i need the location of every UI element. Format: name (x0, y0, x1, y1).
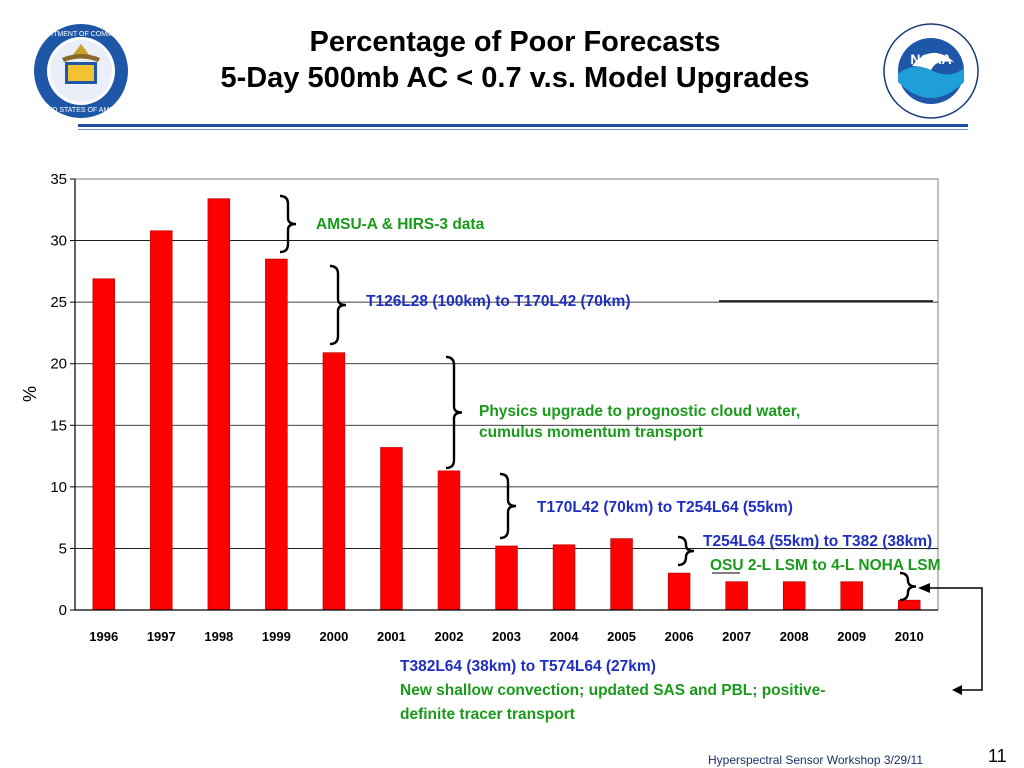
x-tick-label: 2007 (722, 629, 751, 644)
footer-text: Hyperspectral Sensor Workshop 3/29/11 (708, 753, 923, 767)
x-tick-label: 2008 (780, 629, 809, 644)
y-tick-label: 10 (50, 479, 67, 496)
x-tick-label: 2006 (665, 629, 694, 644)
brace-physics (445, 355, 463, 470)
annotation-t170: T170L42 (70km) to T254L64 (55km) (537, 499, 793, 516)
x-tick-label: 1999 (262, 629, 291, 644)
y-tick-label: 5 (59, 540, 67, 557)
bar-2008 (782, 581, 806, 611)
x-tick-label: 2009 (837, 629, 866, 644)
bar-2000 (322, 352, 346, 611)
bar-2007 (725, 581, 748, 611)
annotation-t254: T254L64 (55km) to T382 (38km) (703, 533, 933, 550)
y-tick-label: 15 (50, 417, 67, 434)
annotation-physics-1: Physics upgrade to prognostic cloud wate… (479, 403, 801, 420)
annotation-layer (279, 194, 983, 695)
bar-2003 (495, 545, 518, 611)
x-tick-label: 2000 (319, 629, 348, 644)
x-tick-label: 2003 (492, 629, 521, 644)
annotation-amsu: AMSU-A & HIRS-3 data (316, 216, 485, 233)
bar-2001 (380, 447, 403, 611)
bar-2010 (898, 599, 921, 611)
brace-t254 (677, 535, 695, 567)
arrow-head-2010 (918, 583, 930, 593)
y-tick-label: 25 (50, 294, 67, 311)
brace-t126 (329, 264, 347, 346)
bar-1998 (207, 198, 231, 611)
annotation-osu: OSU 2-L LSM to 4-L NOHA LSM (710, 557, 941, 574)
x-tick-label: 2004 (550, 629, 580, 644)
page-number: 11 (988, 746, 1007, 766)
bar-layer (92, 198, 921, 611)
bar-1997 (150, 230, 173, 611)
x-tick-label: 2001 (377, 629, 406, 644)
annotation-shallow-2: definite tracer transport (400, 706, 575, 723)
x-tick-label: 1998 (204, 629, 233, 644)
brace-amsu (279, 194, 297, 254)
y-axis-label: % (20, 386, 40, 402)
y-tick-label: 35 (50, 171, 67, 188)
svg-text:DEPARTMENT OF COMMERCE: DEPARTMENT OF COMMERCE (32, 31, 130, 38)
annotation-shallow-1: New shallow convection; updated SAS and … (400, 682, 826, 699)
noaa-logo: NOAA (883, 23, 979, 119)
bar-2004 (552, 544, 576, 611)
arrow-connector-2010 (928, 587, 983, 691)
svg-text:NOAA: NOAA (910, 51, 951, 67)
bar-2006 (667, 572, 691, 611)
x-tick-label: 2010 (895, 629, 924, 644)
brace-t170 (499, 472, 517, 540)
x-tick-label: 2005 (607, 629, 636, 644)
bar-2009 (840, 581, 863, 611)
bar-1996 (92, 278, 115, 611)
arrow-head-text (952, 685, 962, 695)
slide-title-line-1: Percentage of Poor Forecasts (309, 26, 721, 58)
slide-title-line-2: 5-Day 500mb AC < 0.7 v.s. Model Upgrades (220, 62, 810, 94)
annotation-physics-2: cumulus momentum transport (479, 424, 703, 441)
bar-2005 (610, 538, 633, 611)
title-rule-thin (78, 129, 968, 130)
x-tick-label: 1997 (147, 629, 176, 644)
bar-2002 (437, 470, 461, 611)
y-tick-label: 0 (59, 602, 67, 619)
axis-layer: 0 5 10 15 20 25 30 35% 1996 1997 1998 1999 2000 2001 2… (20, 171, 938, 644)
annotation-t126: T126L28 (100km) to T170L42 (70km) (366, 293, 631, 310)
y-tick-label: 20 (50, 356, 67, 373)
title-rule (78, 124, 968, 127)
y-tick-label: 30 (50, 233, 67, 250)
x-tick-label: 1996 (89, 629, 118, 644)
bar-1999 (265, 258, 288, 611)
annotation-t382: T382L64 (38km) to T574L64 (27km) (400, 658, 656, 675)
x-tick-label: 2002 (435, 629, 464, 644)
svg-text:UNITED STATES OF AMERICA: UNITED STATES OF AMERICA (32, 107, 130, 114)
department-of-commerce-seal: DEPARTMENT OF COMMERCE UNITED STATES OF … (32, 24, 130, 118)
brace-t382 (899, 571, 917, 602)
